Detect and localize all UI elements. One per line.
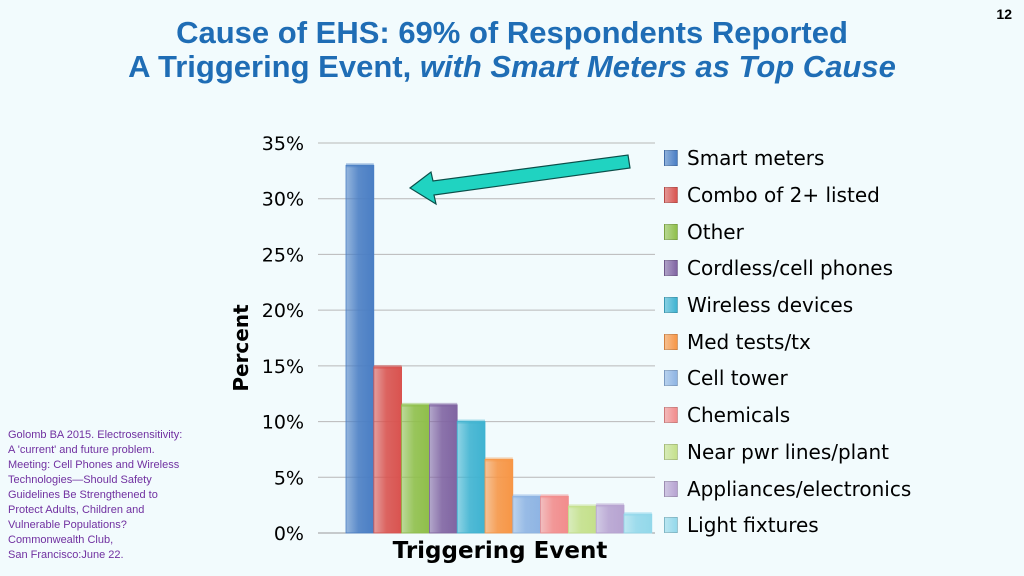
bar-cordless-cell-phones [428,404,458,534]
y-axis-label: Percent [229,304,253,392]
bar-top-cap [485,457,513,462]
citation-text: Golomb BA 2015. Electrosensitivity: A 'c… [8,429,183,561]
bar-cell-tower [512,495,541,534]
bar-top-cap [401,402,430,407]
slide-number: 12 [996,6,1012,22]
y-tick-label: 35% [262,133,304,155]
legend-item: Smart meters [664,140,994,177]
legend-label: Near pwr lines/plant [687,439,890,464]
legend-item: Chemicals [664,397,994,434]
legend-swatch [664,443,678,460]
bar-chemicals [540,495,569,534]
legend-label: Wireless devices [687,293,854,318]
legend-label: Light fixtures [687,513,819,538]
legend-item: Cell tower [664,360,994,397]
bar-near-pwr-lines-plant [568,505,597,534]
title-line-1: Cause of EHS: 69% of Respondents Reporte… [176,15,848,50]
legend-swatch [664,517,678,534]
bar-med-tests-tx [484,459,514,534]
legend-label: Appliances/electronics [687,476,912,501]
y-tick-label: 25% [262,244,304,266]
bar-combo-of-2-listed [373,366,402,534]
legend-label: Chemicals [687,403,791,428]
annotation-arrow [408,154,631,206]
x-axis-label: Triggering Event [393,538,608,564]
legend-swatch [664,407,678,424]
legend-swatch [664,370,678,387]
legend-label: Cordless/cell phones [687,256,893,281]
y-tick-label: 10% [262,412,304,434]
bar-top-cap [512,494,541,499]
bar-wireless-devices [456,421,486,534]
slide-title: Cause of EHS: 69% of Respondents Reporte… [0,16,1024,84]
legend-swatch [664,333,678,350]
legend-label: Smart meters [687,146,825,171]
bar-top-cap [429,402,458,407]
title-line-2-plain: A Triggering Event, [128,49,420,84]
legend-swatch [664,187,678,204]
legend-swatch [664,297,678,314]
legend-item: Other [664,213,994,250]
chart-legend: Smart meters Combo of 2+ listed Other Cordl… [664,140,994,544]
bar-top-cap [373,364,402,369]
legend-item: Combo of 2+ listed [664,177,994,214]
title-line-2: A Triggering Event, with Smart Meters as… [0,50,1024,84]
legend-swatch [664,260,678,277]
bar-top-cap [457,419,485,424]
bar-smart-meters [345,164,375,534]
legend-label: Med tests/tx [687,329,811,354]
legend-label: Combo of 2+ listed [687,183,880,208]
bar-top-cap [624,512,652,517]
legend-label: Other [687,219,744,244]
legend-item: Cordless/cell phones [664,250,994,287]
y-tick-label: 5% [274,467,304,489]
y-tick-label: 20% [262,300,304,322]
bar-top-cap [540,494,569,499]
title-line-2-italic: with Smart Meters as Top Cause [419,49,896,84]
bar-top-cap [596,503,624,508]
legend-item: Light fixtures [664,507,994,544]
bar-light-fixtures [623,513,653,534]
y-tick-label: 15% [262,356,304,378]
bar-appliances-electronics [595,504,625,534]
bar-top-cap [346,163,374,168]
bar-top-cap [568,504,597,509]
legend-item: Med tests/tx [664,323,994,360]
bar-other [401,404,430,534]
y-tick-label: 0% [274,523,304,545]
y-tick-label: 30% [262,189,304,211]
legend-swatch [664,223,678,240]
legend-swatch [664,480,678,497]
legend-item: Near pwr lines/plant [664,434,994,471]
legend-item: Appliances/electronics [664,470,994,507]
legend-label: Cell tower [687,366,788,391]
legend-swatch [664,150,678,167]
legend-item: Wireless devices [664,287,994,324]
